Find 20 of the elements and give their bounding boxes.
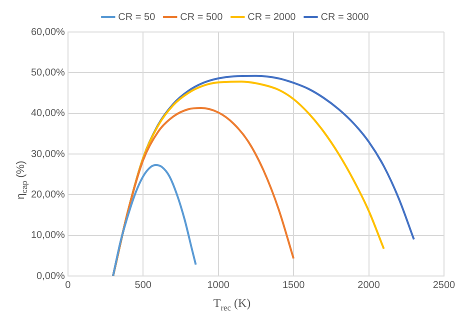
y-tick-label: 50,00% — [30, 67, 66, 78]
y-tick-label: 10,00% — [30, 230, 66, 242]
legend-label: CR = 500 — [180, 12, 224, 23]
legend-label: CR = 2000 — [248, 12, 296, 23]
x-tick-label: 1000 — [207, 280, 230, 291]
y-tick-label: 60,00% — [30, 26, 66, 38]
legend-label: CR = 50 — [118, 12, 156, 23]
x-tick-label: 1500 — [282, 280, 306, 291]
line-series — [112, 107, 295, 276]
x-tick-label: 2000 — [358, 280, 380, 291]
line-series — [112, 164, 197, 276]
y-tick-label: 0,00% — [36, 270, 66, 282]
x-tick-label: 2500 — [432, 280, 456, 291]
x-tick-label: 500 — [134, 280, 152, 291]
y-tick-label: 30,00% — [30, 148, 66, 160]
y-tick-label: 20,00% — [30, 189, 66, 200]
legend-label: CR = 3000 — [320, 12, 370, 23]
x-axis-title: T$_{rec}$ (K) — [212, 296, 252, 312]
y-tick-label: 40,00% — [30, 108, 66, 120]
x-tick-label: 0 — [65, 280, 72, 291]
